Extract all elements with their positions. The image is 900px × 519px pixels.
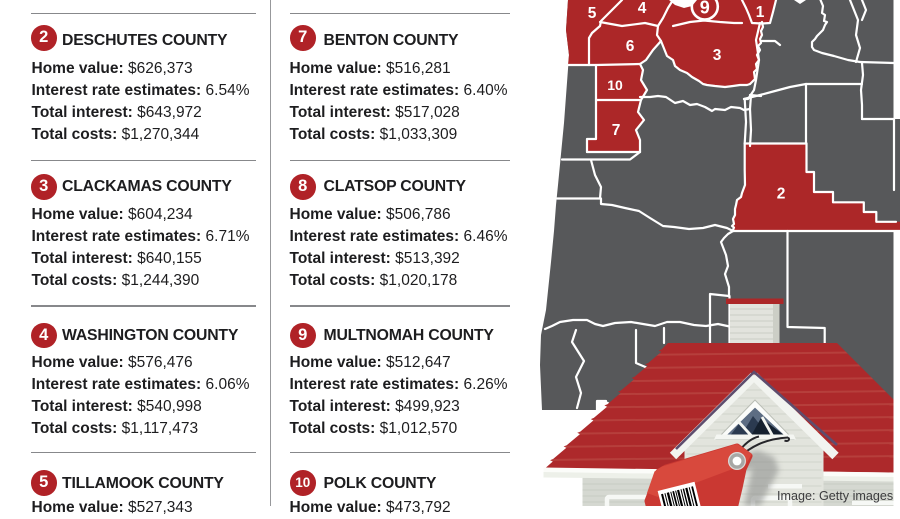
- svg-text:7: 7: [612, 122, 621, 139]
- svg-text:9: 9: [700, 0, 710, 18]
- svg-text:6: 6: [626, 38, 635, 55]
- svg-text:10: 10: [607, 77, 623, 93]
- svg-text:3: 3: [713, 47, 722, 64]
- svg-text:5: 5: [588, 5, 597, 22]
- svg-text:2: 2: [777, 186, 786, 203]
- svg-text:Image: Getty images: Image: Getty images: [777, 489, 893, 503]
- svg-text:4: 4: [638, 0, 647, 17]
- svg-text:1: 1: [756, 4, 765, 21]
